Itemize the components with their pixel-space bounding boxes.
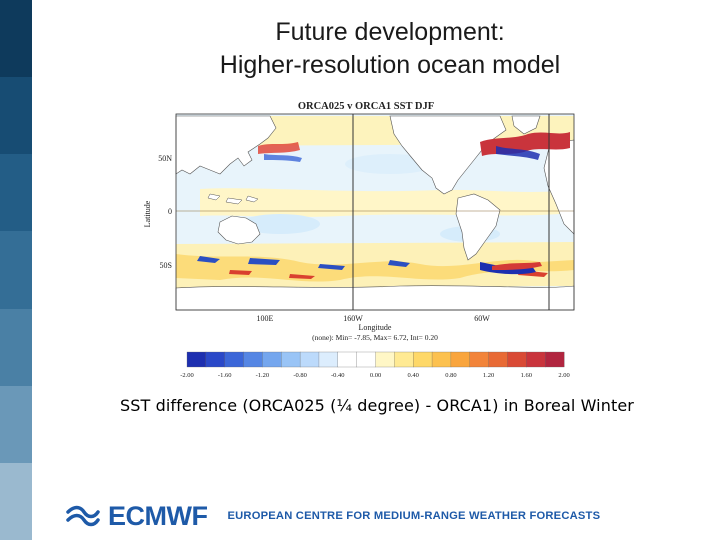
north-america-landmass xyxy=(389,115,507,195)
footer-logo: ECMWF EUROPEAN CENTRE FOR MEDIUM-RANGE W… xyxy=(66,498,600,534)
colorbar-swatch xyxy=(394,351,414,368)
colorbar-swatch xyxy=(243,351,263,368)
x-tick-100e: 100E xyxy=(257,314,274,323)
kuroshio-warm-anomaly xyxy=(258,142,300,154)
colorbar-swatch xyxy=(299,351,320,368)
cool-patch-1 xyxy=(240,214,320,234)
x-tick-160w: 160W xyxy=(343,314,363,323)
colorbar-swatch xyxy=(488,351,508,368)
colorbar-swatch xyxy=(413,351,433,368)
colorbar-tick-label: -1.60 xyxy=(218,372,232,379)
colorbar-swatch xyxy=(262,351,282,368)
southern-warm-streaks xyxy=(229,270,548,279)
stats-line: (none): Min= -7.85, Max= 6.72, Int= 0.20 xyxy=(312,333,438,342)
brand-wordmark: ECMWF xyxy=(108,500,208,531)
colorbar-tick-label: 0.40 xyxy=(408,372,419,379)
colorbar-tick-labels: -2.00 -1.60 -1.20 -0.80 -0.40 0.00 0.40 0.80 1.2… xyxy=(180,372,569,379)
colorbar-swatch xyxy=(337,351,358,368)
colorbar-tick-label: 1.60 xyxy=(521,372,532,379)
y-tick-0: 0 xyxy=(168,207,172,216)
colorbar-swatch xyxy=(431,351,452,368)
brand-tagline: EUROPEAN CENTRE FOR MEDIUM-RANGE WEATHER… xyxy=(227,510,601,522)
southern-cold-streaks xyxy=(197,256,410,270)
colorbar-tick-label: -0.40 xyxy=(331,372,345,379)
gulf-stream-cold-anomaly xyxy=(496,146,540,160)
y-tick-50n: 50N xyxy=(158,154,172,163)
colorbar-swatch xyxy=(450,351,471,368)
warm-band-equatorial xyxy=(200,188,560,217)
colorbar-swatch xyxy=(469,351,490,368)
colorbar-swatch xyxy=(281,351,301,368)
colorbar-swatch xyxy=(544,351,565,368)
plot-title: ORCA025 v ORCA1 SST DJF xyxy=(298,101,434,112)
colorbar-tick-label: -1.20 xyxy=(256,372,270,379)
colorbar-swatch xyxy=(186,351,207,368)
colorbar xyxy=(186,351,565,368)
colorbar-swatch xyxy=(507,351,527,368)
colorbar-swatch xyxy=(224,351,244,368)
colorbar-tick-label: 0.80 xyxy=(445,372,456,379)
y-axis-label: Latitude xyxy=(143,200,152,227)
y-tick-50s: 50S xyxy=(160,261,172,270)
sst-difference-figure: ORCA025 v ORCA1 SST DJF xyxy=(140,94,580,384)
asia-landmass xyxy=(175,115,277,175)
argentine-basin-warm xyxy=(492,262,542,270)
antarctica-landmass xyxy=(175,285,575,311)
figure-caption: SST difference (ORCA025 (¼ degree) - ORC… xyxy=(120,396,634,415)
title-line-2: Higher-resolution ocean model xyxy=(219,51,561,79)
colorbar-tick-label: 0.00 xyxy=(370,372,381,379)
map-frame xyxy=(175,113,575,311)
colorbar-tick-label: 2.00 xyxy=(558,372,569,379)
x-tick-60w: 60W xyxy=(474,314,490,323)
x-axis-label: Longitude xyxy=(359,323,392,332)
sst-map-svg: ORCA025 v ORCA1 SST DJF xyxy=(143,101,575,379)
colorbar-tick-label: -0.80 xyxy=(293,372,307,379)
colorbar-tick-label: -2.00 xyxy=(180,372,194,379)
colorbar-swatch xyxy=(205,351,226,368)
colorbar-swatch xyxy=(375,351,395,368)
slide-sidebar-stripe xyxy=(0,0,32,540)
australia-landmass xyxy=(217,215,261,245)
colorbar-swatch xyxy=(318,351,339,368)
kuroshio-cold-anomaly xyxy=(264,154,302,162)
slide-title: Future development: Higher-resolution oc… xyxy=(160,16,620,82)
south-america-landmass xyxy=(455,193,501,261)
title-line-1: Future development: xyxy=(275,18,505,46)
colorbar-swatch xyxy=(526,351,546,368)
greenland-landmass xyxy=(511,115,541,135)
indonesia-islands xyxy=(207,193,259,205)
colorbar-tick-label: 1.20 xyxy=(483,372,494,379)
ecmwf-logo-icon xyxy=(66,505,100,527)
colorbar-swatch xyxy=(356,351,376,368)
